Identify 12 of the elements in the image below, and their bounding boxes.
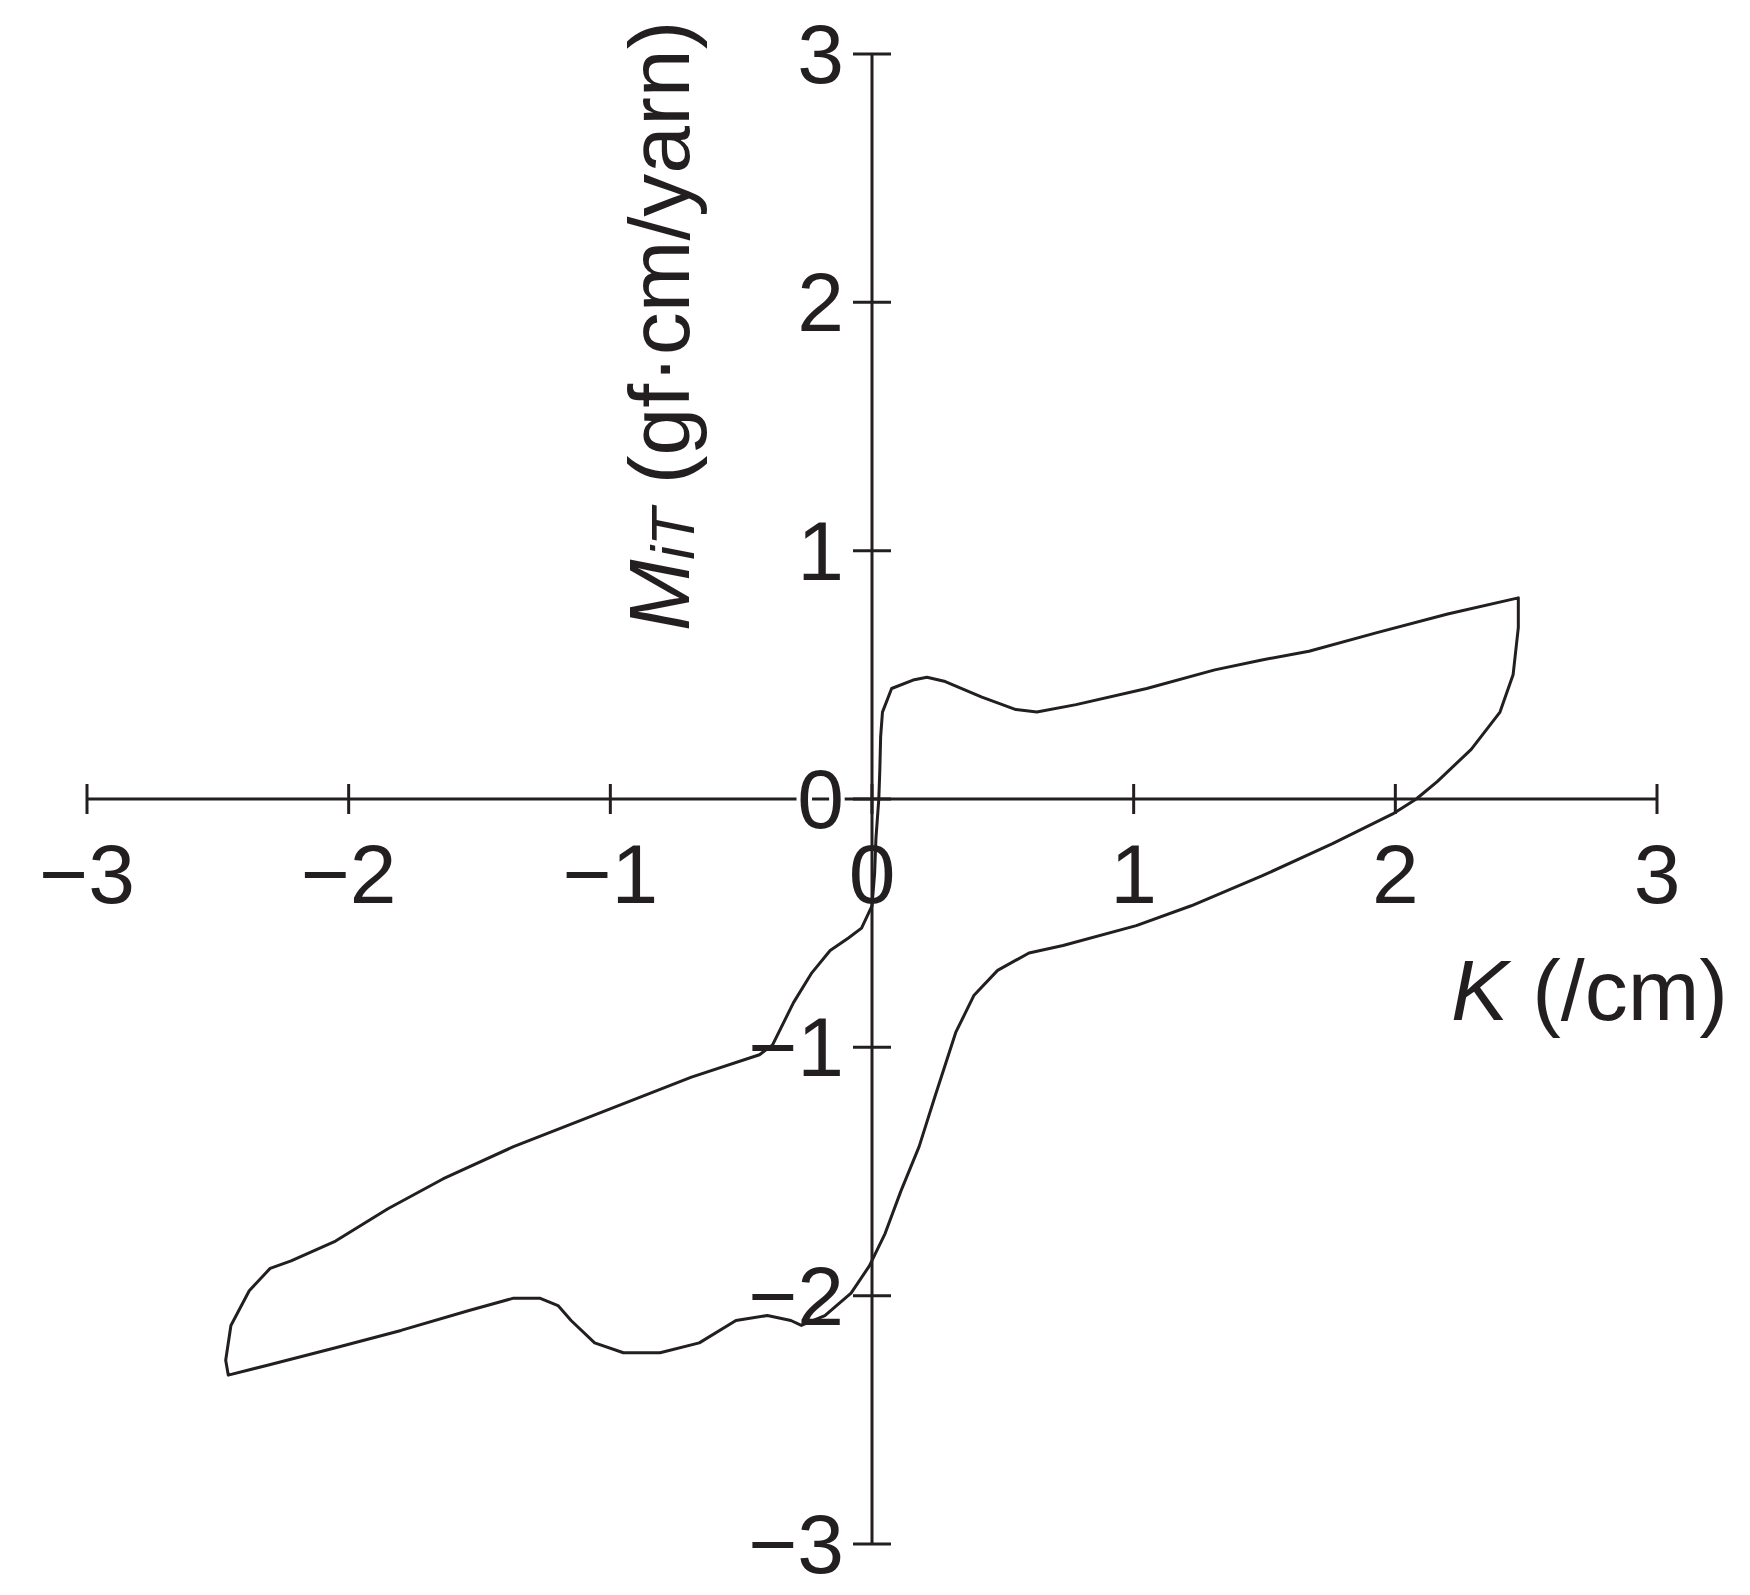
x-tick-label: −3: [39, 827, 135, 921]
x-tick-label: −2: [300, 827, 397, 921]
y-tick-label: −1: [748, 1000, 844, 1095]
x-axis-title: K (/cm): [1450, 942, 1728, 1038]
y-tick-label: 1: [797, 503, 844, 598]
x-tick-label: 3: [1633, 827, 1681, 921]
x-tick-label: 1: [1110, 827, 1158, 921]
y-tick-label: 2: [797, 255, 844, 350]
y-tick-label: 3: [797, 7, 844, 101]
x-tick-label: −1: [562, 827, 659, 921]
y-tick-label: −3: [748, 1497, 844, 1591]
x-tick-label: 2: [1371, 827, 1419, 921]
